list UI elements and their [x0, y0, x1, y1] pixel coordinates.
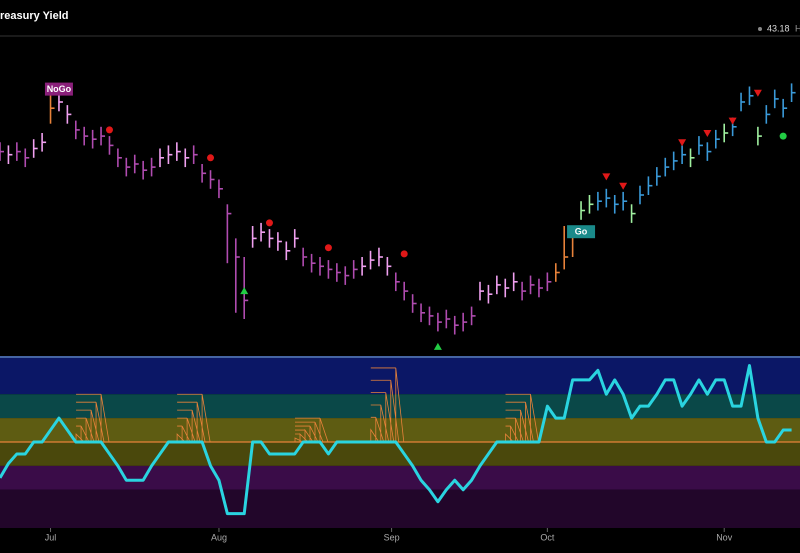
oscillator-line — [0, 364, 792, 516]
price-extra: H — [795, 23, 800, 33]
squeeze-fan — [294, 417, 329, 443]
signal-triangle — [728, 117, 737, 125]
x-tick-label: Oct — [540, 532, 555, 542]
band — [0, 442, 800, 466]
signal-dot — [324, 244, 332, 252]
annotation-box — [44, 82, 73, 96]
signal-dot — [265, 219, 273, 227]
x-tick-label: Sep — [384, 532, 400, 542]
signal-triangle — [619, 182, 628, 190]
signal-dot — [105, 126, 113, 134]
band — [0, 489, 800, 528]
squeeze-fan — [505, 393, 539, 443]
signal-dot — [779, 132, 787, 140]
signal-triangle — [602, 173, 611, 181]
squeeze-lines — [505, 393, 539, 443]
annotation-box — [567, 225, 596, 239]
signal-triangle — [678, 139, 687, 147]
price: 43.18 — [767, 23, 790, 33]
squeeze-lines — [176, 393, 211, 443]
annotation-label: NoGo — [47, 84, 72, 94]
band — [0, 418, 800, 442]
title: reasury Yield — [0, 10, 69, 22]
squeeze-fan — [75, 393, 110, 443]
squeeze-fan — [370, 367, 405, 443]
signal-triangle — [753, 89, 762, 97]
band — [0, 465, 800, 490]
price-dot — [758, 27, 762, 31]
signal-dot — [207, 154, 215, 162]
annotation-label: Go — [575, 227, 588, 237]
signal-triangle — [433, 342, 442, 350]
signal-triangle — [240, 287, 249, 295]
squeeze-lines — [75, 393, 110, 443]
signal-dot — [400, 250, 408, 258]
squeeze-fan — [176, 393, 211, 443]
squeeze-lines — [294, 417, 329, 443]
x-tick-label: Jul — [45, 532, 57, 542]
x-tick-label: Aug — [211, 532, 227, 542]
band — [0, 356, 800, 395]
signal-triangle — [703, 130, 712, 137]
squeeze-lines — [370, 367, 405, 443]
x-tick-label: Nov — [716, 532, 733, 542]
